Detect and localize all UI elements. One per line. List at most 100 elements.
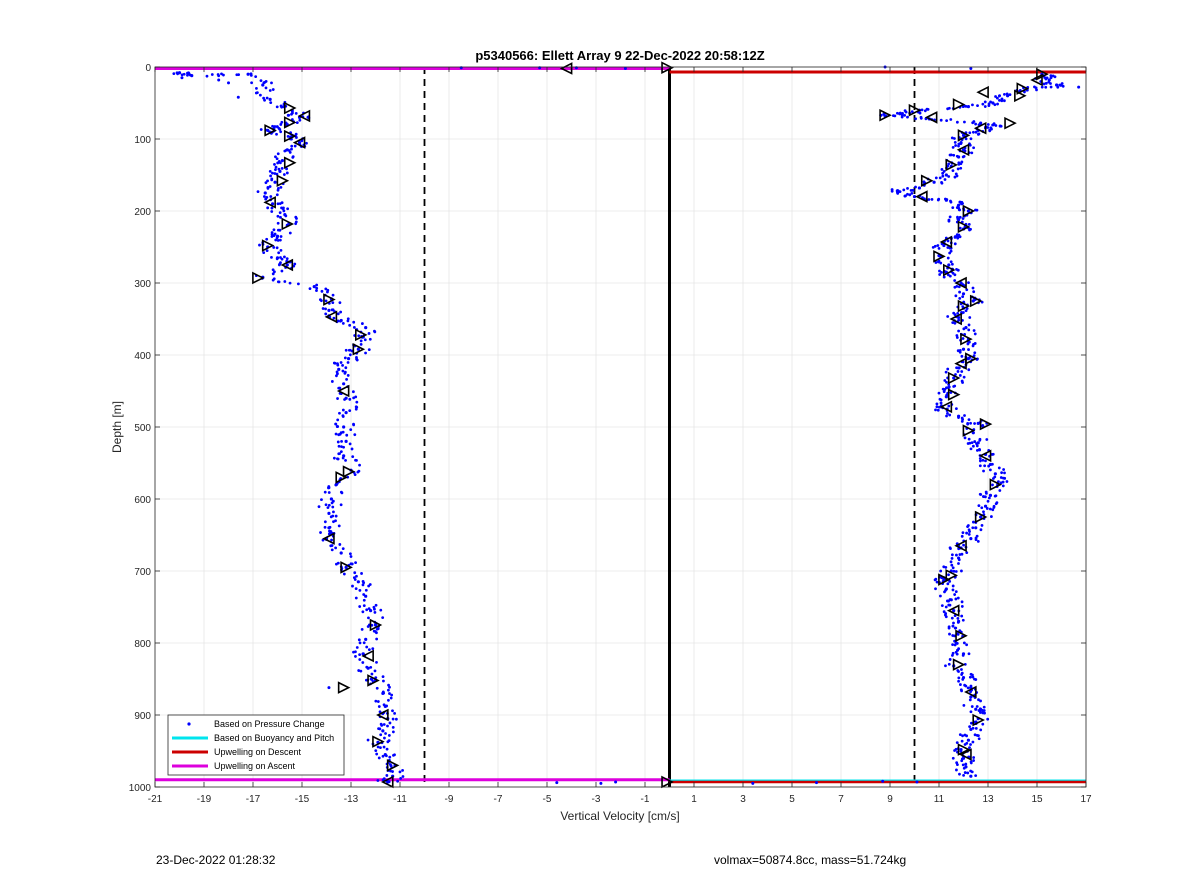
x-axis-label: Vertical Velocity [cm/s] [560, 809, 679, 823]
pressure-point [357, 638, 361, 642]
pressure-point [286, 207, 290, 211]
pressure-point [288, 231, 292, 235]
pressure-point [290, 144, 294, 148]
pressure-point [881, 779, 885, 783]
pressure-point [953, 313, 957, 317]
pressure-point [980, 524, 984, 527]
pressure-point [330, 548, 334, 552]
pressure-point [392, 754, 395, 757]
pressure-point [365, 608, 369, 612]
pressure-point [942, 170, 946, 173]
pressure-point [338, 301, 342, 305]
pressure-point [947, 404, 951, 408]
pressure-point [345, 433, 349, 437]
average-marker [367, 674, 380, 687]
pressure-point [979, 515, 983, 519]
pressure-point [386, 780, 390, 784]
pressure-point [963, 662, 967, 666]
pressure-point [977, 737, 981, 741]
pressure-point [971, 675, 975, 679]
pressure-point [974, 208, 977, 212]
pressure-point [246, 72, 250, 76]
pressure-point [982, 705, 986, 709]
average-marker [323, 293, 336, 306]
pressure-point [324, 307, 327, 311]
pressure-point [339, 310, 343, 314]
y-axis-label: Depth [m] [110, 401, 124, 453]
pressure-point [382, 745, 386, 749]
pressure-point [944, 615, 948, 619]
pressure-point [960, 354, 964, 358]
pressure-point [965, 551, 969, 555]
pressure-point [926, 107, 930, 111]
pressure-point [342, 382, 346, 386]
average-marker [955, 629, 968, 643]
pressure-point [946, 246, 950, 249]
pressure-point [369, 609, 373, 613]
pressure-point [972, 146, 976, 150]
pressure-point [946, 315, 950, 318]
pressure-point [954, 373, 957, 376]
pressure-point [393, 712, 396, 715]
average-marker [954, 276, 967, 290]
pressure-point [947, 625, 951, 629]
pressure-point [982, 709, 986, 712]
pressure-point [935, 580, 939, 584]
pressure-point [941, 171, 945, 175]
pressure-point [272, 246, 276, 249]
x-tick-label: -13 [344, 794, 359, 805]
pressure-point [956, 669, 960, 672]
pressure-point [969, 774, 973, 778]
pressure-point [259, 79, 263, 83]
pressure-point [944, 370, 948, 374]
pressure-point [950, 616, 954, 620]
average-marker [957, 220, 971, 234]
pressure-point [985, 507, 989, 510]
pressure-point [932, 180, 936, 184]
pressure-point [951, 588, 955, 592]
pressure-point [1049, 85, 1053, 89]
pressure-point [958, 772, 961, 776]
pressure-point [327, 526, 331, 530]
pressure-point [336, 425, 340, 428]
pressure-point [945, 198, 949, 201]
pressure-point [350, 562, 354, 566]
pressure-point [955, 206, 959, 210]
pressure-point [280, 166, 284, 170]
pressure-point [237, 73, 241, 77]
average-marker [942, 263, 956, 277]
legend: Based on Pressure Change Based on Buoyanc… [167, 714, 345, 776]
pressure-point [357, 334, 361, 338]
pressure-point [172, 72, 176, 76]
average-marker [949, 312, 962, 326]
average-marker [945, 569, 959, 582]
pressure-point [286, 113, 290, 117]
pressure-point [955, 268, 958, 271]
average-marker [337, 681, 351, 694]
pressure-point [367, 584, 371, 588]
pressure-point [956, 596, 960, 600]
pressure-point [961, 653, 965, 657]
average-marker [938, 573, 951, 586]
pressure-point [971, 286, 975, 290]
pressure-point [983, 100, 987, 104]
pressure-point [954, 407, 958, 411]
pressure-point [957, 558, 961, 562]
pressure-point [351, 584, 354, 588]
pressure-point [906, 192, 909, 196]
pressure-point [967, 532, 971, 536]
pressure-point [373, 329, 376, 333]
pressure-point [975, 448, 979, 452]
pressure-point [939, 398, 943, 402]
pressure-point [978, 464, 982, 468]
pressure-point [351, 390, 355, 394]
average-marker [960, 332, 973, 346]
pressure-point [958, 208, 962, 212]
pressure-point [258, 93, 262, 97]
pressure-point [327, 503, 331, 507]
legend-label: Based on Buoyancy and Pitch [214, 733, 334, 743]
pressure-point [329, 497, 333, 501]
pressure-point [953, 643, 957, 647]
pressure-point [354, 407, 358, 411]
